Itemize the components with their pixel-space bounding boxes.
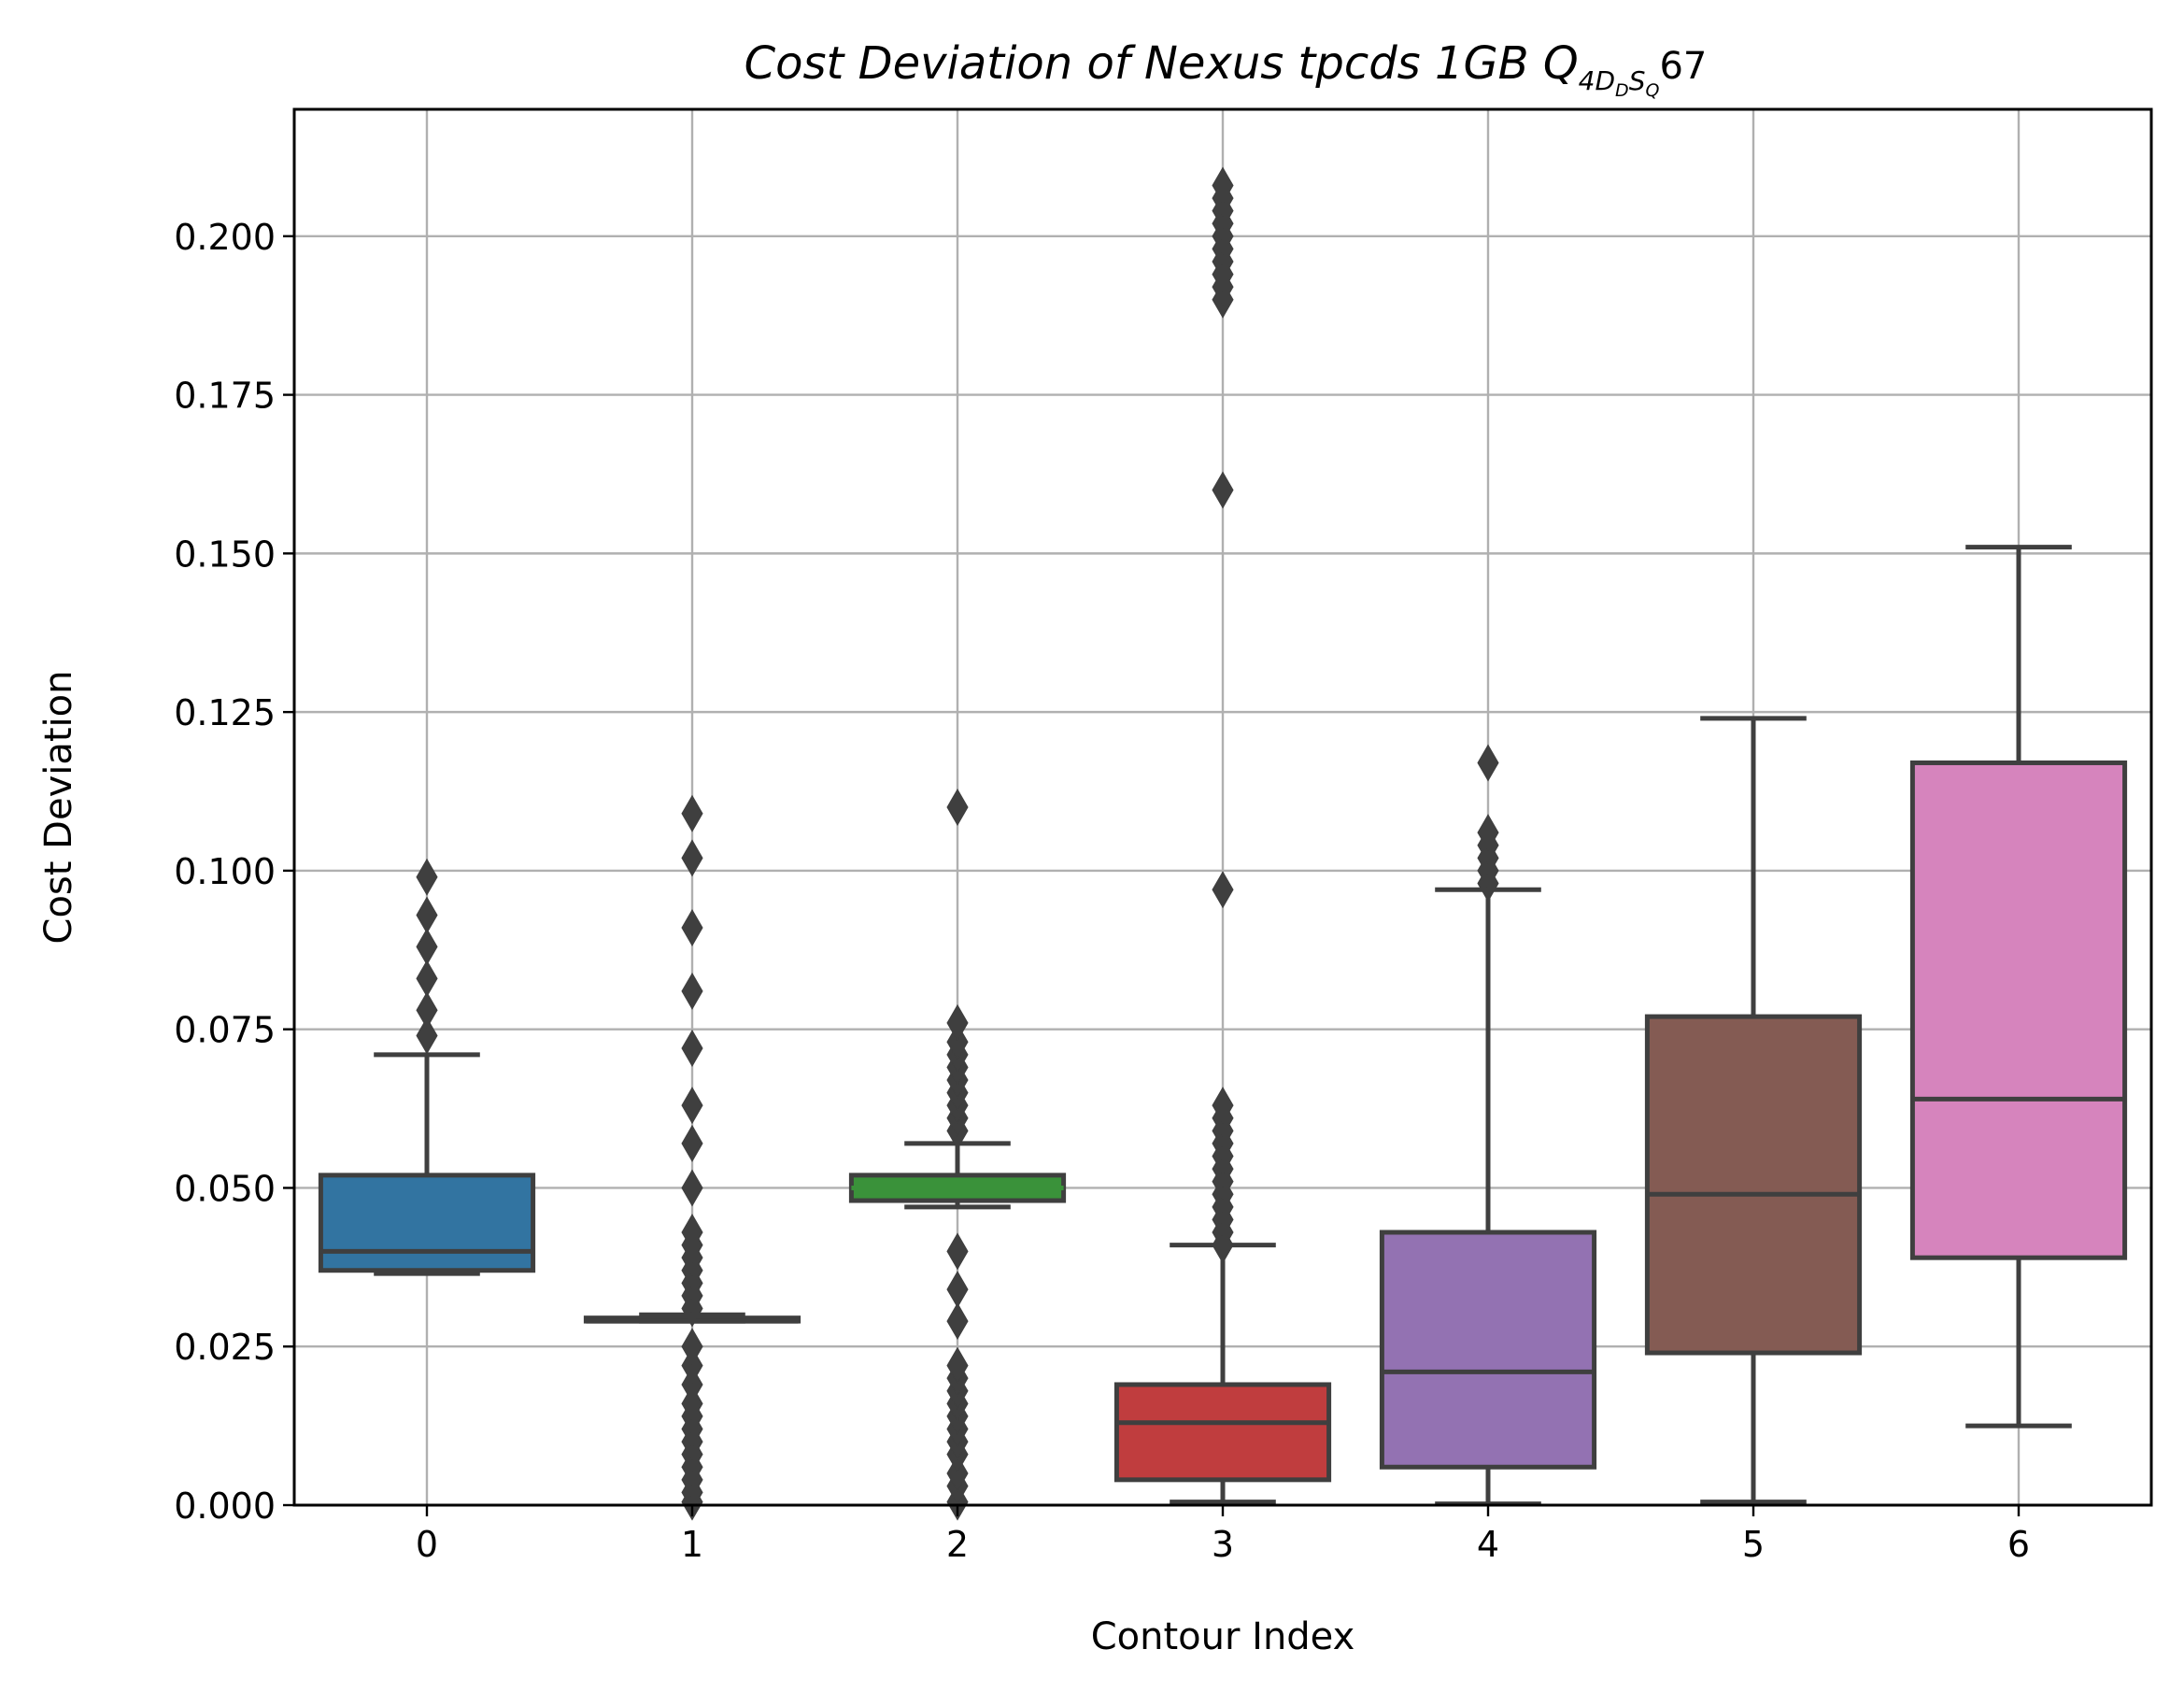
box-group-5: [1644, 716, 1863, 1505]
outlier-marker: [681, 1328, 703, 1366]
outlier-marker: [681, 839, 703, 877]
box-group-6: [1909, 545, 2128, 1429]
outlier-marker: [1477, 814, 1499, 852]
x-tick-label: 1: [681, 1524, 703, 1565]
y-tick-label: 0.050: [174, 1168, 276, 1209]
outlier-marker: [946, 1455, 969, 1493]
outlier-marker: [681, 1385, 703, 1423]
box-iqr: [1644, 1014, 1863, 1356]
outlier-marker: [681, 1365, 703, 1403]
box-iqr: [1379, 1230, 1597, 1470]
box-group-4: [1379, 744, 1597, 1507]
y-tick-label: 0.100: [174, 851, 276, 892]
chart-title: Cost Deviation of Nexus tpcds 1GB Q4DDSQ…: [745, 37, 1708, 101]
x-tick-label: 2: [946, 1524, 969, 1565]
chart-title-main: Cost Deviation of Nexus tpcds 1GB Q: [745, 37, 1579, 90]
outlier-marker: [1212, 166, 1234, 205]
outlier-marker: [681, 1124, 703, 1162]
outlier-marker: [416, 1017, 438, 1055]
y-tick-label: 0.125: [174, 692, 276, 733]
axis-ticks: 0.000 0.025 0.050 0.075 0.100 0.125 0.150 0.175…: [174, 217, 2030, 1565]
y-tick-label: 0.200: [174, 217, 276, 258]
outlier-marker: [681, 1169, 703, 1207]
outlier-marker: [416, 858, 438, 896]
outlier-marker: [416, 896, 438, 934]
boxes: [318, 166, 2128, 1521]
box-group-1: [583, 794, 801, 1521]
outlier-marker: [416, 991, 438, 1030]
outlier-marker: [416, 960, 438, 998]
outlier-marker: [681, 1346, 703, 1385]
outlier-marker: [946, 1302, 969, 1341]
y-axis-label: Cost Deviation: [37, 671, 80, 945]
x-tick-label: 4: [1477, 1524, 1499, 1565]
x-tick-label: 3: [1212, 1524, 1234, 1565]
outlier-marker: [416, 928, 438, 966]
box-group-2: [848, 789, 1067, 1521]
box-group-0: [318, 858, 536, 1276]
outlier-marker: [1212, 1087, 1234, 1125]
y-tick-label: 0.075: [174, 1010, 276, 1051]
y-tick-label: 0.025: [174, 1327, 276, 1368]
outlier-marker: [681, 1030, 703, 1068]
outlier-marker: [681, 794, 703, 832]
outlier-marker: [946, 789, 969, 826]
outlier-marker: [946, 1003, 969, 1042]
outlier-marker: [1212, 471, 1234, 509]
box-group-3: [1113, 166, 1332, 1505]
outlier-marker: [681, 972, 703, 1010]
chart-title-sub-D: D: [1595, 65, 1615, 96]
x-tick-label: 0: [416, 1524, 438, 1565]
outlier-marker: [946, 1023, 969, 1061]
outlier-marker: [1212, 871, 1234, 909]
outlier-marker: [681, 1213, 703, 1251]
x-axis-label: Contour Index: [1091, 1615, 1355, 1658]
chart-title-sub-S: S: [1629, 65, 1646, 96]
box-iqr: [1909, 760, 2128, 1260]
box-iqr: [1113, 1382, 1332, 1483]
chart-title-subsub-Q: Q: [1645, 80, 1659, 101]
outlier-marker: [681, 1087, 703, 1125]
outlier-marker: [946, 1271, 969, 1309]
outlier-marker: [1477, 744, 1499, 782]
outlier-marker: [946, 1346, 969, 1385]
box-iqr: [318, 1173, 536, 1273]
chart-title-subsub-D: D: [1615, 80, 1629, 101]
chart-title-suffix: 67: [1659, 45, 1707, 88]
y-tick-label: 0.150: [174, 533, 276, 575]
y-tick-label: 0.000: [174, 1486, 276, 1527]
outlier-marker: [946, 1232, 969, 1271]
x-tick-label: 6: [2007, 1524, 2030, 1565]
x-tick-label: 5: [1742, 1524, 1765, 1565]
chart-title-sub-4: 4: [1579, 65, 1595, 96]
outlier-marker: [681, 909, 703, 947]
y-tick-label: 0.175: [174, 376, 276, 417]
